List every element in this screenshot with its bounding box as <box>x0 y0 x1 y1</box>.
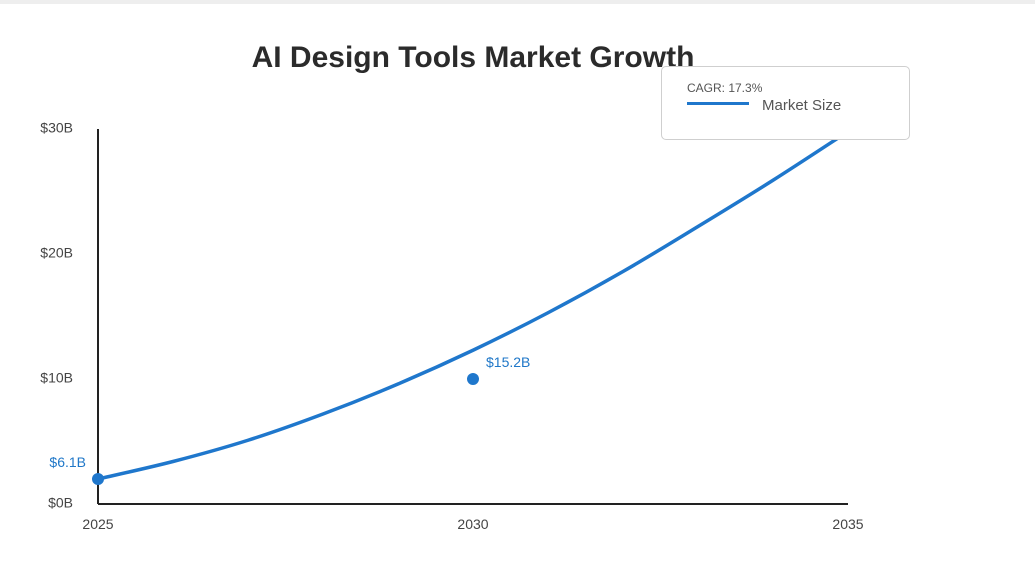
y-tick-label: $30B <box>40 120 73 136</box>
legend-label-market-size: Market Size <box>762 97 842 114</box>
legend: CAGR: 17.3% Market Size <box>661 66 910 140</box>
data-point <box>467 373 479 385</box>
y-tick-label: $10B <box>40 370 73 386</box>
x-tick-label: 2030 <box>457 516 488 532</box>
data-point-label: $6.1B <box>49 454 86 470</box>
x-tick-label: 2035 <box>832 516 863 532</box>
data-point <box>92 473 104 485</box>
legend-swatch-market-size <box>687 102 749 105</box>
top-strip <box>0 0 1035 4</box>
cagr-note: CAGR: 17.3% <box>687 81 763 95</box>
data-point-label: $15.2B <box>486 354 530 370</box>
y-tick-label: $20B <box>40 245 73 261</box>
x-tick-label: 2025 <box>82 516 113 532</box>
y-tick-labels: $0B $10B $20B $30B <box>40 120 73 511</box>
y-tick-label: $0B <box>48 495 73 511</box>
data-points: $6.1B $15.2B <box>49 354 530 485</box>
x-tick-labels: 2025 2030 2035 <box>82 516 863 532</box>
chart-title: AI Design Tools Market Growth <box>252 41 695 74</box>
market-size-line <box>96 129 850 481</box>
